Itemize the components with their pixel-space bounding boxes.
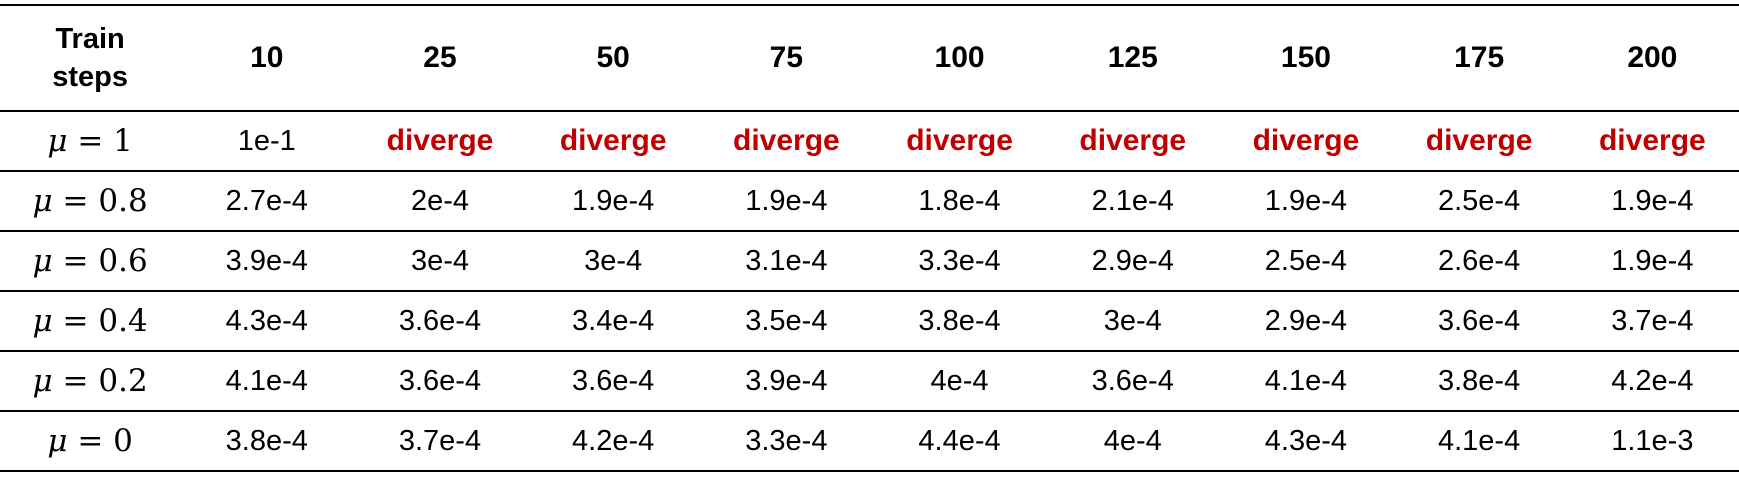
value-cell: 2e-4 bbox=[410, 184, 469, 217]
value-cell: 2.5e-4 bbox=[1264, 244, 1348, 277]
row-label-value: = 1 bbox=[67, 123, 133, 159]
table-row: μ = 0 3.8e-4 3.7e-4 4.2e-4 3.3e-4 4.4e-4 4e-4 4… bbox=[0, 411, 1739, 471]
corner-header-line2: steps bbox=[52, 61, 128, 93]
row-label: μ = 0.8 bbox=[0, 171, 180, 231]
column-header: 100 bbox=[934, 41, 985, 74]
column-header: 75 bbox=[769, 41, 804, 74]
value-cell: 4.4e-4 bbox=[918, 424, 1001, 457]
diverge-cell: diverge bbox=[386, 124, 494, 157]
value-cell: 3.8e-4 bbox=[225, 424, 308, 457]
table-row: μ = 0.4 4.3e-4 3.6e-4 3.4e-4 3.5e-4 3.8e-4 3e-… bbox=[0, 291, 1739, 351]
mu-symbol: μ bbox=[47, 123, 68, 159]
value-cell: 1.9e-4 bbox=[1264, 184, 1348, 217]
column-header: 25 bbox=[423, 41, 457, 74]
diverge-cell: diverge bbox=[733, 124, 840, 157]
value-cell: 3.5e-4 bbox=[745, 304, 828, 337]
value-cell: 1.9e-4 bbox=[572, 184, 655, 217]
value-cell: 3.8e-4 bbox=[1437, 364, 1521, 397]
mu-symbol: μ bbox=[32, 243, 53, 279]
table-row: μ = 1 1e-1 diverge diverge diverge diverge div… bbox=[0, 111, 1739, 171]
value-cell: 3.6e-4 bbox=[1437, 304, 1521, 337]
mu-symbol: μ bbox=[47, 423, 68, 459]
diverge-cell: diverge bbox=[1252, 124, 1360, 157]
value-cell: 4.2e-4 bbox=[1611, 364, 1694, 397]
value-cell: 3.3e-4 bbox=[918, 244, 1001, 277]
value-cell: 3.7e-4 bbox=[1611, 304, 1694, 337]
value-cell: 1.1e-3 bbox=[1611, 424, 1694, 457]
corner-header-line1: Train bbox=[55, 23, 125, 55]
value-cell: 3.9e-4 bbox=[745, 364, 828, 397]
value-cell: 4.3e-4 bbox=[1264, 424, 1348, 457]
row-label-value: = 0.2 bbox=[52, 363, 148, 399]
value-cell: 2.7e-4 bbox=[225, 184, 308, 217]
value-cell: 4.2e-4 bbox=[572, 424, 655, 457]
value-cell: 4e-4 bbox=[1103, 424, 1162, 457]
column-header: 125 bbox=[1107, 41, 1158, 74]
value-cell: 3.9e-4 bbox=[225, 244, 308, 277]
value-cell: 3.6e-4 bbox=[1091, 364, 1174, 397]
value-cell: 1e-1 bbox=[237, 124, 296, 157]
row-label: μ = 0.6 bbox=[0, 231, 180, 291]
row-label: μ = 0.4 bbox=[0, 291, 180, 351]
value-cell: 1.9e-4 bbox=[745, 184, 828, 217]
table-body: μ = 1 1e-1 diverge diverge diverge diverge div… bbox=[0, 111, 1739, 471]
row-label: μ = 1 bbox=[0, 111, 180, 171]
value-cell: 3.3e-4 bbox=[745, 424, 828, 457]
column-header: 200 bbox=[1627, 41, 1678, 74]
column-header: 10 bbox=[250, 41, 284, 74]
column-header: 50 bbox=[596, 41, 630, 74]
table-row: μ = 0.6 3.9e-4 3e-4 3e-4 3.1e-4 3.3e-4 2.9e-4 2… bbox=[0, 231, 1739, 291]
row-label-value: = 0.8 bbox=[52, 183, 148, 219]
value-cell: 4e-4 bbox=[930, 364, 989, 397]
value-cell: 3.8e-4 bbox=[918, 304, 1001, 337]
diverge-cell: diverge bbox=[1598, 124, 1706, 157]
value-cell: 3.7e-4 bbox=[398, 424, 482, 457]
value-cell: 3.6e-4 bbox=[398, 364, 482, 397]
value-cell: 4.1e-4 bbox=[1437, 424, 1521, 457]
value-cell: 1.9e-4 bbox=[1611, 244, 1694, 277]
diverge-cell: diverge bbox=[559, 124, 667, 157]
diverge-cell: diverge bbox=[1079, 124, 1187, 157]
header-row: Train steps 10 25 50 75 100 125 150 175 … bbox=[0, 5, 1739, 111]
diverge-cell: diverge bbox=[1425, 124, 1533, 157]
value-cell: 3e-4 bbox=[1103, 304, 1162, 337]
value-cell: 1.9e-4 bbox=[1611, 184, 1694, 217]
corner-header: Train steps bbox=[0, 5, 180, 111]
value-cell: 3.6e-4 bbox=[572, 364, 655, 397]
value-cell: 2.6e-4 bbox=[1437, 244, 1521, 277]
mu-symbol: μ bbox=[32, 363, 53, 399]
diverge-cell: diverge bbox=[906, 124, 1013, 157]
mu-symbol: μ bbox=[32, 303, 53, 339]
value-cell: 4.3e-4 bbox=[225, 304, 308, 337]
value-cell: 2.5e-4 bbox=[1437, 184, 1521, 217]
value-cell: 3.4e-4 bbox=[572, 304, 655, 337]
row-label: μ = 0.2 bbox=[0, 351, 180, 411]
value-cell: 4.1e-4 bbox=[1264, 364, 1348, 397]
results-table-container: Train steps 10 25 50 75 100 125 150 175 … bbox=[0, 4, 1739, 472]
row-label-value: = 0.4 bbox=[52, 303, 148, 339]
mu-symbol: μ bbox=[32, 183, 53, 219]
value-cell: 3.6e-4 bbox=[398, 304, 482, 337]
value-cell: 4.1e-4 bbox=[225, 364, 308, 397]
value-cell: 3e-4 bbox=[410, 244, 469, 277]
row-label: μ = 0 bbox=[0, 411, 180, 471]
value-cell: 2.9e-4 bbox=[1091, 244, 1174, 277]
value-cell: 3.1e-4 bbox=[745, 244, 828, 277]
results-table: Train steps 10 25 50 75 100 125 150 175 … bbox=[0, 4, 1739, 472]
table-row: μ = 0.8 2.7e-4 2e-4 1.9e-4 1.9e-4 1.8e-4 2.1e-… bbox=[0, 171, 1739, 231]
row-label-value: = 0 bbox=[67, 423, 133, 459]
value-cell: 2.1e-4 bbox=[1091, 184, 1174, 217]
value-cell: 3e-4 bbox=[584, 244, 643, 277]
value-cell: 2.9e-4 bbox=[1264, 304, 1348, 337]
column-header: 150 bbox=[1280, 41, 1331, 74]
row-label-value: = 0.6 bbox=[52, 243, 148, 279]
value-cell: 1.8e-4 bbox=[918, 184, 1001, 217]
table-row: μ = 0.2 4.1e-4 3.6e-4 3.6e-4 3.9e-4 4e-4 3.6e-… bbox=[0, 351, 1739, 411]
column-header: 175 bbox=[1454, 41, 1505, 74]
